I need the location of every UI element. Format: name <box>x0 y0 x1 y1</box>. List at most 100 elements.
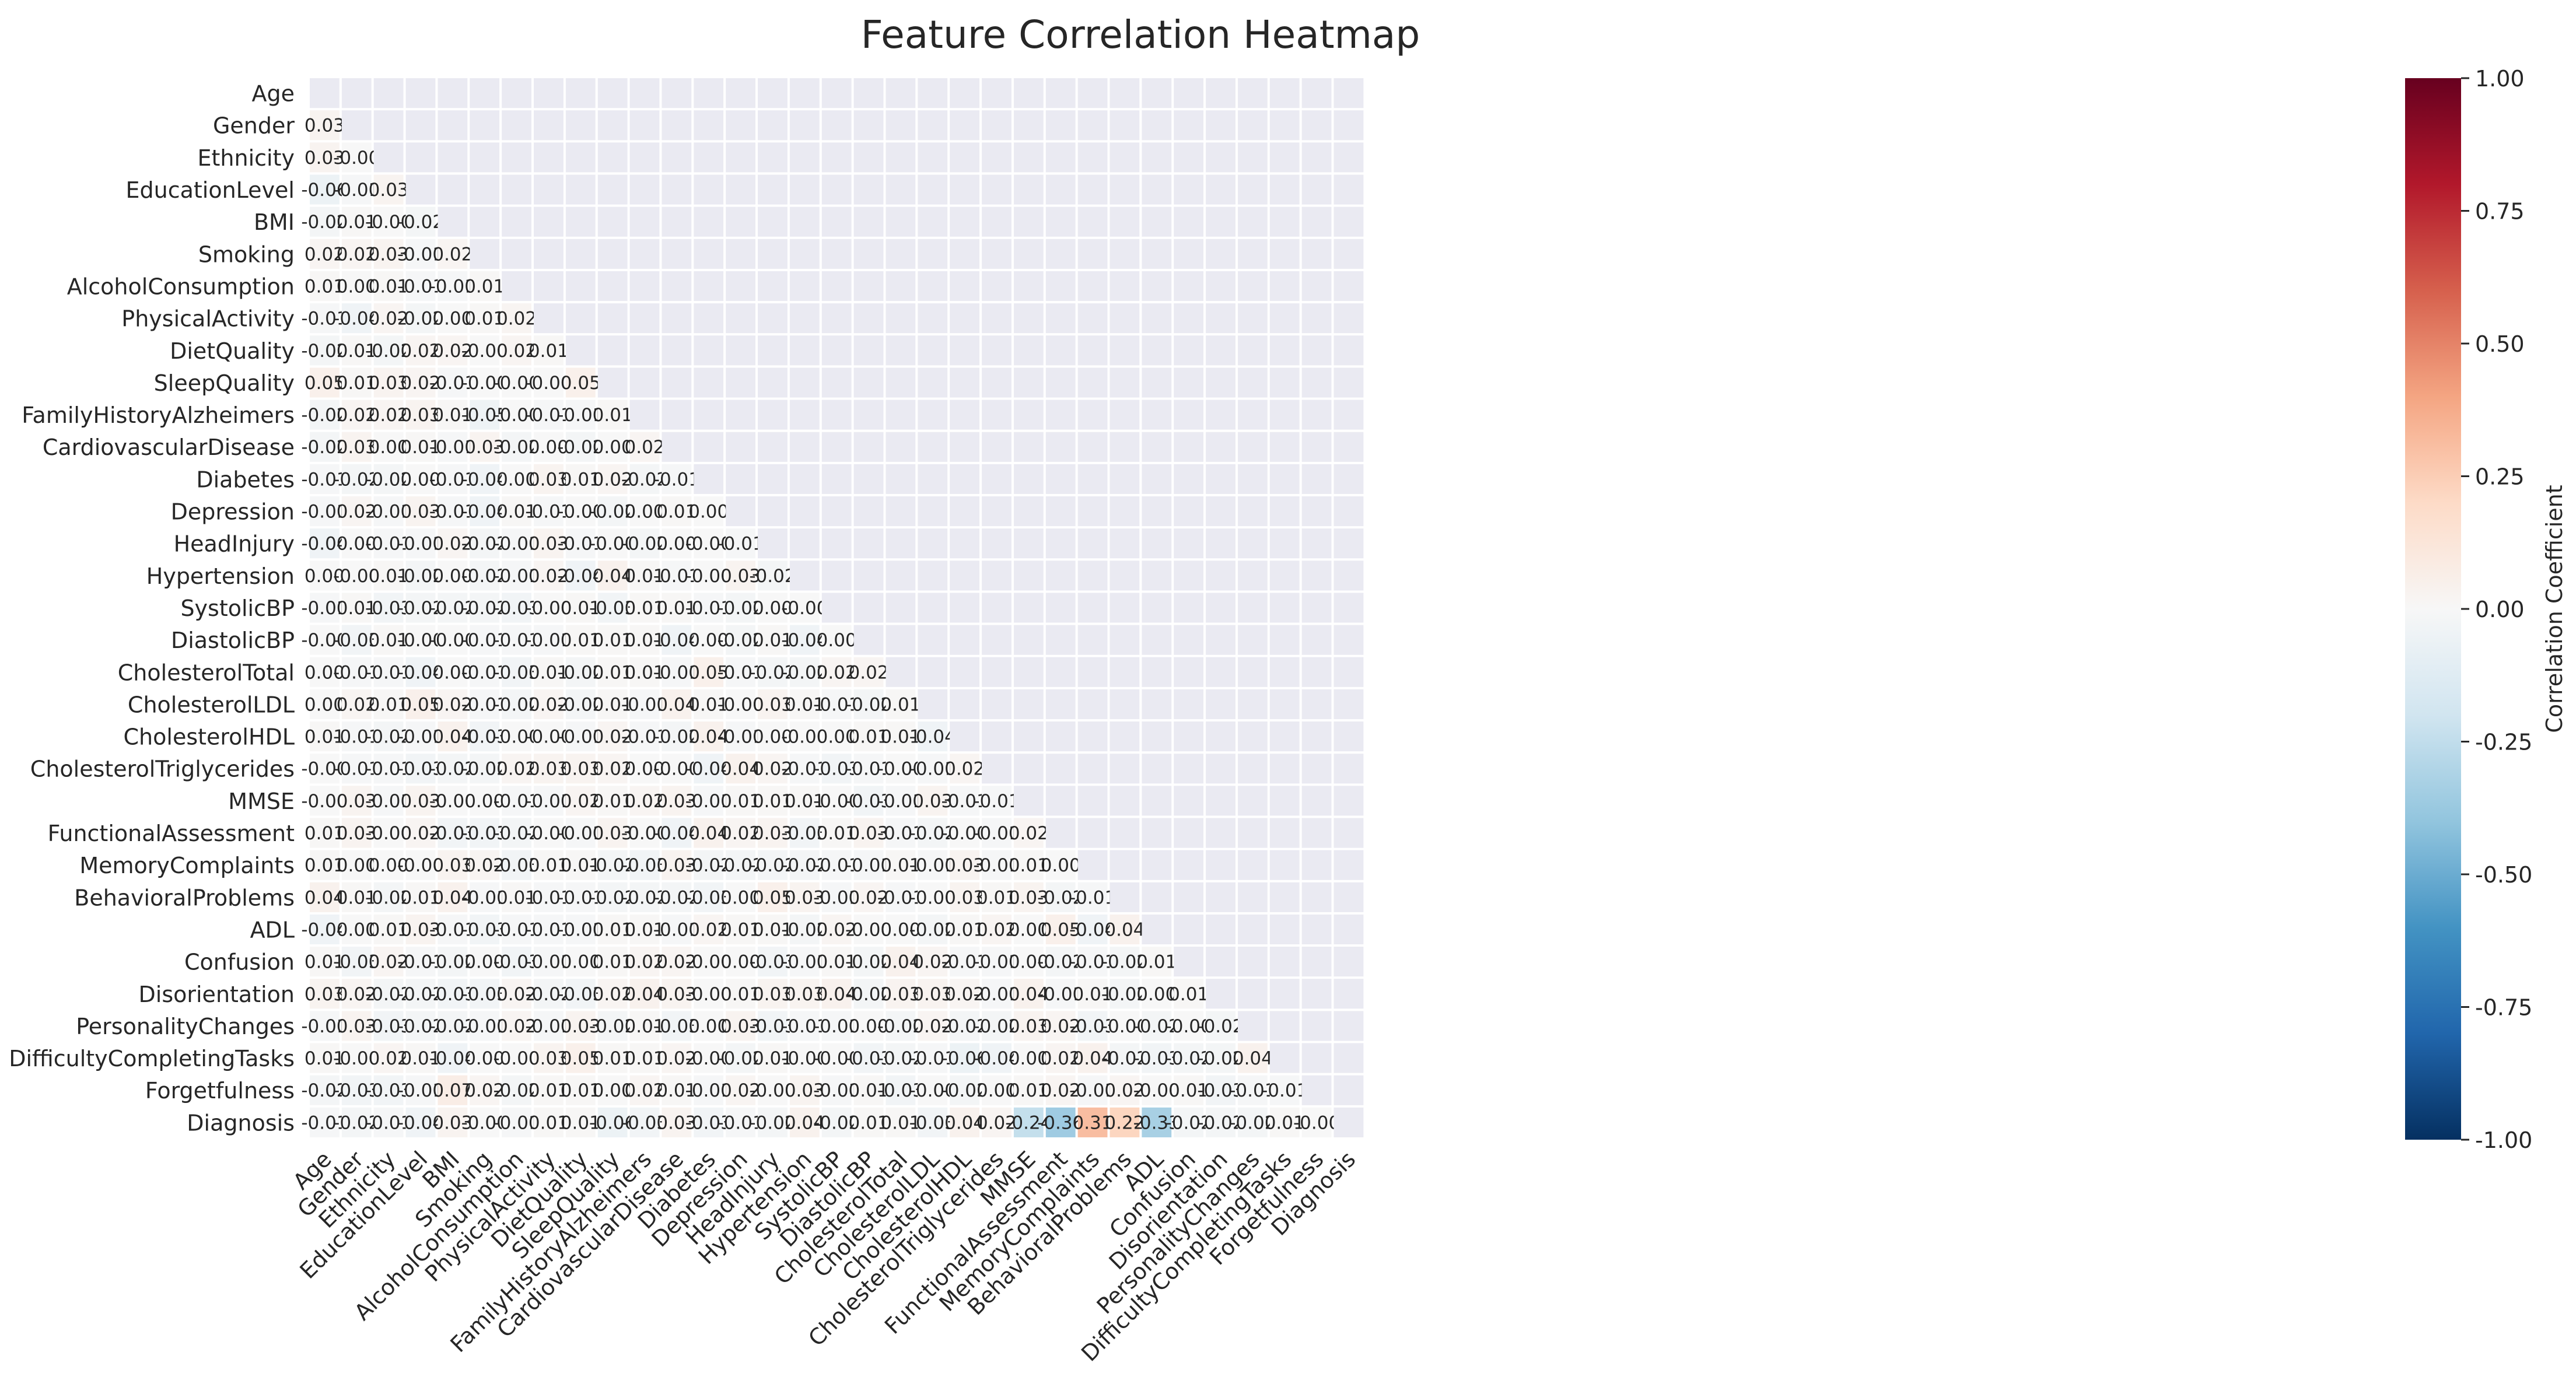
heatmap-cell <box>694 1107 724 1137</box>
masked-cell <box>405 78 436 108</box>
heatmap-cell <box>502 1075 532 1105</box>
cell-value-label: 0.02 <box>977 919 1017 940</box>
cell-value-label: 0.03 <box>528 759 569 780</box>
cell-value-label: -0.03 <box>877 1080 924 1101</box>
masked-cell <box>982 496 1012 527</box>
masked-cell <box>821 367 852 398</box>
cell-value-label: -0.01 <box>365 534 412 555</box>
cell-value-label: 0.01 <box>625 598 665 619</box>
heatmap-cell <box>918 1011 948 1041</box>
masked-cell <box>534 78 564 108</box>
cell-value-label: -0.02 <box>718 1048 764 1069</box>
masked-cell <box>1110 625 1140 655</box>
cell-value-label: 0.01 <box>752 791 793 812</box>
masked-cell <box>886 367 916 398</box>
masked-cell <box>982 271 1012 302</box>
heatmap-cell <box>918 1107 948 1137</box>
masked-cell <box>886 206 916 237</box>
cell-value-label: -0.01 <box>365 662 412 683</box>
cell-value-label: -0.02 <box>365 341 412 362</box>
heatmap-cell <box>694 1043 724 1073</box>
heatmap-cell <box>1174 1011 1204 1041</box>
heatmap-cell <box>982 1107 1012 1137</box>
cell-value-label: 0.03 <box>656 855 696 876</box>
heatmap-cell <box>470 1107 500 1137</box>
heatmap-cell <box>1142 1011 1172 1041</box>
heatmap-cell <box>597 850 628 880</box>
cell-value-label: -0.03 <box>749 1016 796 1037</box>
cell-value-label: -0.00 <box>429 791 476 812</box>
cell-value-label: -0.03 <box>493 855 540 876</box>
masked-cell <box>1110 239 1140 269</box>
masked-cell <box>1045 142 1076 173</box>
heatmap-cell <box>502 625 532 655</box>
masked-cell <box>1206 754 1236 784</box>
cell-value-label: 0.00 <box>752 727 793 748</box>
cell-value-label: 0.03 <box>561 759 601 780</box>
masked-cell <box>1077 561 1108 591</box>
masked-cell <box>1077 850 1108 880</box>
heatmap-cell <box>662 882 692 912</box>
masked-cell <box>1013 367 1044 398</box>
masked-cell <box>1334 110 1364 141</box>
masked-cell <box>758 206 788 237</box>
heatmap-cell <box>629 1043 660 1073</box>
heatmap-cell <box>502 1043 532 1073</box>
heatmap-cell <box>918 882 948 912</box>
cell-value-label: 0.00 <box>304 694 345 715</box>
row-label: Hypertension <box>146 563 295 589</box>
masked-cell <box>1174 206 1204 237</box>
cell-value-label: -0.02 <box>301 405 348 426</box>
colorbar-tick-label: 0.75 <box>2475 199 2525 225</box>
masked-cell <box>1334 786 1364 816</box>
masked-cell <box>341 78 372 108</box>
cell-value-label: -0.00 <box>365 823 412 844</box>
masked-cell <box>1301 528 1332 559</box>
cell-value-label: 0.02 <box>625 1080 665 1101</box>
masked-cell <box>1077 464 1108 494</box>
cell-value-label: 0.00 <box>720 952 761 973</box>
heatmap-cell <box>565 689 596 719</box>
cell-value-label: 0.03 <box>304 115 345 136</box>
heatmap-cell <box>726 528 756 559</box>
heatmap-cell <box>565 593 596 623</box>
cell-value-label: 0.02 <box>593 727 633 748</box>
masked-cell <box>1237 528 1268 559</box>
heatmap-cell <box>597 593 628 623</box>
masked-cell <box>1013 206 1044 237</box>
masked-cell <box>853 528 884 559</box>
heatmap-cell <box>789 818 820 848</box>
cell-value-label: -0.01 <box>557 919 604 940</box>
row-label: HeadInjury <box>174 531 295 557</box>
row-label: DifficultyCompletingTasks <box>9 1046 295 1071</box>
heatmap-cell <box>502 947 532 977</box>
cell-value-label: -0.01 <box>685 1080 732 1101</box>
heatmap-cell <box>821 625 852 655</box>
masked-cell <box>470 78 500 108</box>
heatmap-cell <box>310 850 340 880</box>
masked-cell <box>1142 303 1172 334</box>
cell-value-label: 0.02 <box>432 244 473 265</box>
masked-cell <box>1301 657 1332 687</box>
masked-cell <box>662 142 692 173</box>
cell-value-label: 0.00 <box>880 919 921 940</box>
heatmap-cell <box>886 947 916 977</box>
heatmap-cell <box>405 303 436 334</box>
masked-cell <box>597 174 628 205</box>
masked-cell <box>1077 271 1108 302</box>
heatmap-cell <box>534 464 564 494</box>
heatmap-cell <box>853 914 884 945</box>
masked-cell <box>662 400 692 430</box>
masked-cell <box>886 78 916 108</box>
heatmap-cell <box>918 818 948 848</box>
heatmap-cell <box>405 561 436 591</box>
cell-value-label: 0.01 <box>944 919 985 940</box>
row-label: BehavioralProblems <box>74 885 295 910</box>
masked-cell <box>1334 400 1364 430</box>
masked-cell <box>1334 432 1364 462</box>
heatmap-cell <box>502 914 532 945</box>
cell-value-label: 0.02 <box>720 1080 761 1101</box>
masked-cell <box>1237 78 1268 108</box>
heatmap-cell <box>726 882 756 912</box>
masked-cell <box>758 400 788 430</box>
